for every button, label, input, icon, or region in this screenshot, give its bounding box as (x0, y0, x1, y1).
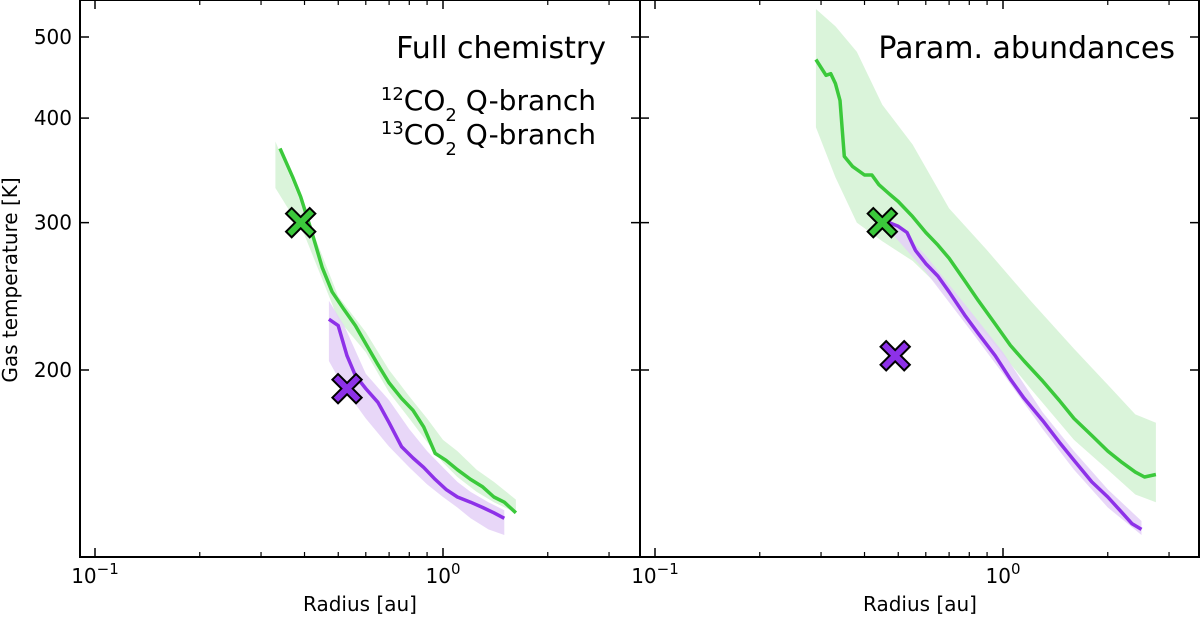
y-tick-label: 400 (34, 106, 72, 130)
y-tick-label: 300 (34, 211, 72, 235)
series-line-13co2 (888, 220, 1143, 531)
x-tick-label: 100 (986, 560, 1021, 588)
y-axis-label: Gas temperature [K] (0, 177, 22, 382)
axis-ticks: 10−1 100 (631, 0, 1199, 588)
series-lines (278, 147, 518, 520)
axis-ticks: 200 300 400 500 10−1 100 (34, 0, 640, 588)
legend-subscript: 2 (445, 105, 456, 126)
series-line-13co2 (327, 317, 506, 520)
legend-isotope: 13 (381, 118, 404, 139)
data-markers (284, 206, 364, 405)
x-tick-label: 10−1 (71, 560, 119, 588)
uncertainty-band-13co2 (328, 300, 505, 535)
panel-param-abundances: 10−1 100 Param. abundances Radius [au] (631, 0, 1200, 616)
series-line-12co2 (278, 147, 518, 515)
marker-fill (287, 209, 314, 236)
uncertainty-bands (275, 141, 516, 535)
y-tick-label: 200 (34, 358, 72, 382)
legend-entry-13co2: 13CO2 Q-branch (381, 118, 596, 160)
marker-fill (869, 209, 896, 236)
marker-fill (881, 342, 909, 369)
y-tick-label: 500 (34, 25, 72, 49)
legend-molecule: CO (404, 118, 446, 151)
legend-molecule: CO (404, 84, 446, 117)
x-axis-label: Radius [au] (303, 592, 417, 616)
plot-frame (639, 0, 1200, 558)
legend-branch: Q-branch (457, 118, 596, 151)
panel-title: Param. abundances (878, 31, 1175, 66)
legend-entry-12co2: 12CO2 Q-branch (381, 84, 596, 126)
marker-13co2 (879, 339, 912, 372)
x-axis-label: Radius [au] (863, 592, 977, 616)
series-lines (814, 58, 1157, 531)
data-markers (866, 206, 912, 372)
uncertainty-band-12co2 (815, 9, 1156, 503)
marker-12co2 (866, 206, 899, 239)
legend-branch: Q-branch (457, 84, 596, 117)
marker-fill (333, 375, 361, 402)
x-tick-label: 100 (426, 560, 461, 588)
x-tick-label: 10−1 (631, 560, 679, 588)
marker-12co2 (284, 206, 317, 239)
legend: 12CO2 Q-branch 13CO2 Q-branch (381, 84, 596, 160)
panel-title: Full chemistry (396, 31, 606, 66)
marker-13co2 (330, 372, 364, 405)
legend-isotope: 12 (381, 84, 404, 105)
legend-subscript: 2 (445, 139, 456, 160)
series-line-12co2 (814, 58, 1157, 479)
